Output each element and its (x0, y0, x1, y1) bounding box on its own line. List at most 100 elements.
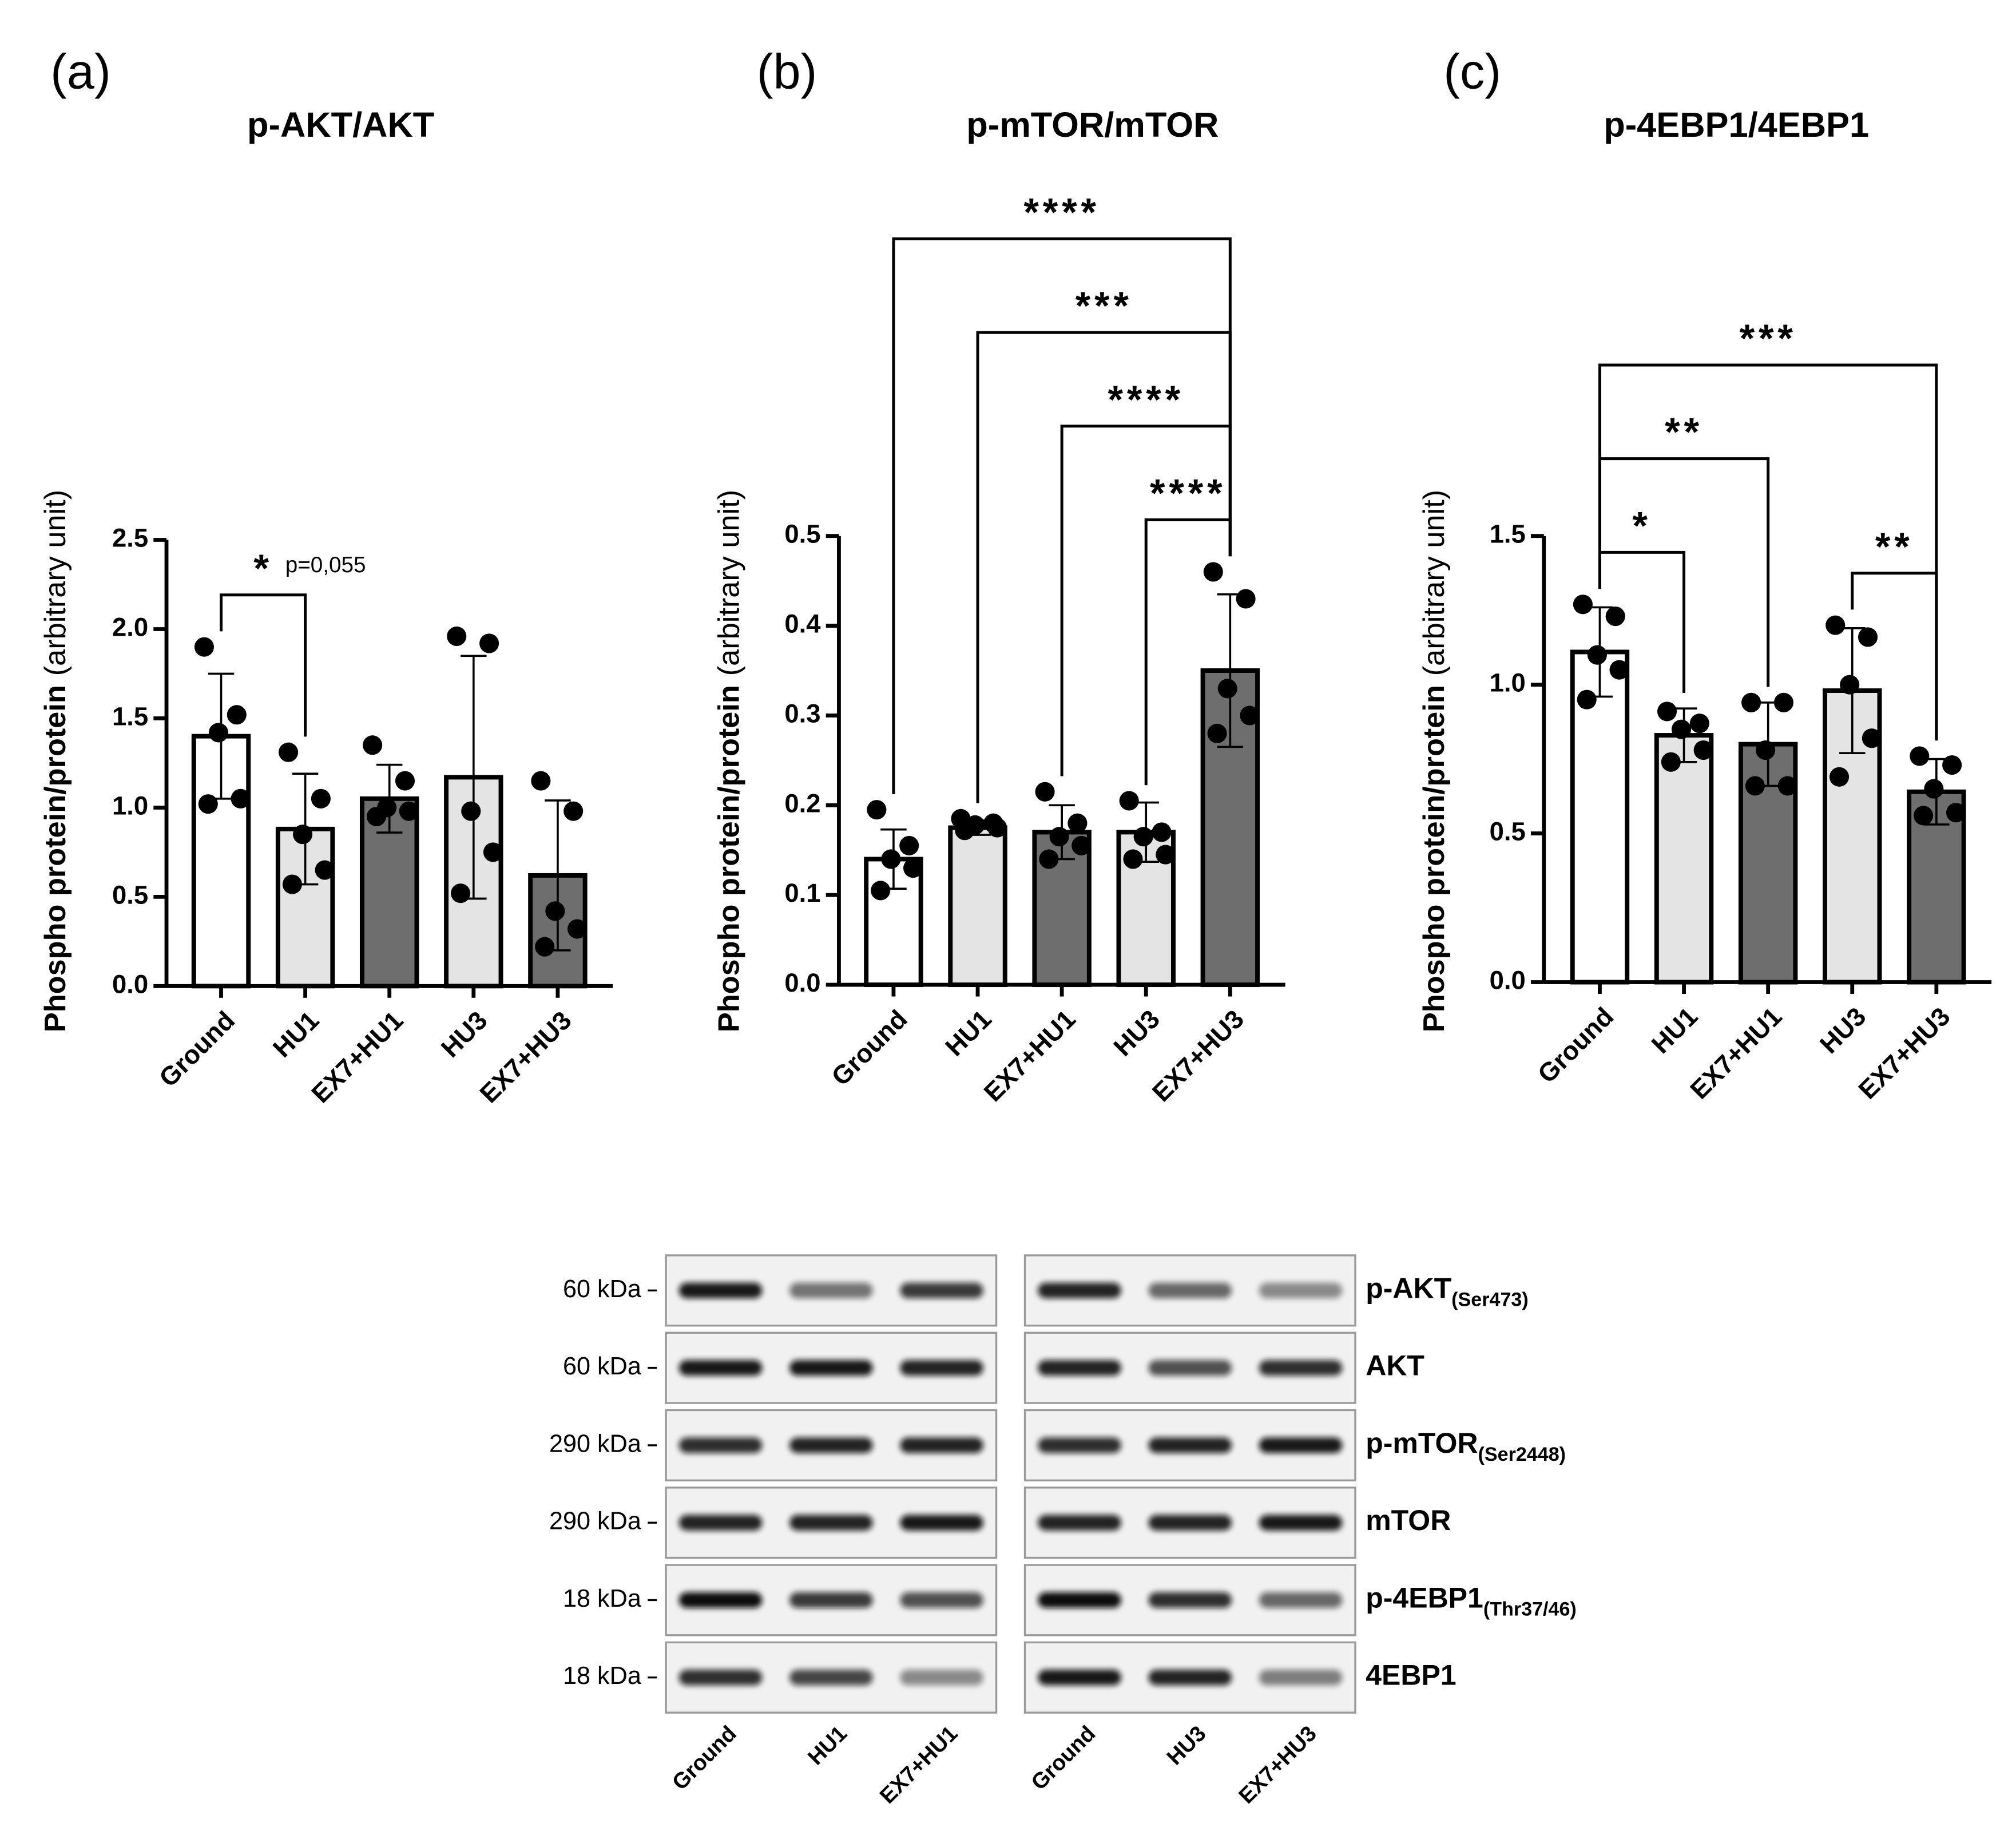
data-point (1862, 728, 1882, 748)
protein-label: 4EBP1 (1366, 1659, 1456, 1691)
protein-label: AKT (1366, 1350, 1424, 1382)
data-point (366, 806, 387, 827)
data-point (1609, 660, 1629, 680)
protein-label: p-4EBP1(Thr37/46) (1366, 1582, 1577, 1620)
y-tick-label: 0.1 (784, 878, 820, 907)
lane-label: Ground (1026, 1721, 1100, 1795)
data-point (1049, 827, 1069, 847)
marker-label: 18 kDa (563, 1662, 642, 1690)
data-point (395, 771, 415, 791)
blot-band (1038, 1437, 1121, 1453)
bar (864, 857, 923, 988)
data-point (1825, 615, 1846, 635)
significance-bracket (1598, 363, 1938, 741)
protein-name: AKT (1366, 1350, 1424, 1382)
data-point (1661, 752, 1681, 772)
data-point (1773, 692, 1793, 712)
y-tick-label: 0.5 (1490, 817, 1526, 846)
significance-label: ** (1665, 411, 1703, 454)
data-point (1671, 719, 1692, 739)
lane-label: HU1 (803, 1721, 852, 1770)
data-point (1914, 806, 1934, 826)
y-axis-label-main: Phospho protein/protein (39, 685, 72, 1032)
significance-note: p=0,055 (285, 553, 366, 577)
protein-name: 4EBP1 (1366, 1659, 1456, 1691)
data-point (1217, 679, 1237, 699)
data-point (311, 788, 331, 809)
data-point (871, 881, 891, 901)
y-tick-label: 0.0 (1490, 966, 1526, 995)
data-point (545, 901, 565, 921)
y-tick-label: 2.5 (112, 524, 148, 553)
significance-bracket (892, 237, 1232, 794)
x-tick-label: EX7+HU3 (1146, 1004, 1249, 1107)
data-point (1123, 849, 1143, 869)
significance-label: ** (1875, 525, 1914, 569)
blot-band (1259, 1437, 1343, 1453)
x-tick-label: HU3 (1108, 1004, 1165, 1061)
blot-band (900, 1592, 983, 1608)
blot-band (1148, 1515, 1232, 1531)
data-point (293, 825, 313, 845)
x-tick-label: HU1 (1646, 1002, 1703, 1059)
data-point (198, 794, 218, 814)
data-point (881, 849, 901, 869)
x-tick-label: EX7+HU3 (474, 1005, 577, 1108)
data-point (1573, 595, 1593, 615)
blot-band (1259, 1670, 1343, 1686)
blot-band (1038, 1360, 1121, 1376)
significance-label: *** (1740, 317, 1797, 360)
blot-band (789, 1592, 873, 1608)
protein-name: p-mTOR (1366, 1427, 1478, 1459)
data-point (399, 801, 419, 821)
data-point (535, 937, 555, 957)
x-tick-label: HU3 (1814, 1002, 1871, 1059)
x-tick-label: Ground (826, 1004, 913, 1091)
y-tick-label: 0.5 (112, 880, 148, 909)
blot-band (900, 1515, 983, 1531)
blot-band (1259, 1592, 1343, 1608)
y-axis-label: Phospho protein/protein (arbitrary unit) (713, 490, 746, 1032)
data-point (1072, 835, 1092, 855)
y-tick-label: 0.4 (784, 609, 821, 639)
data-point (282, 874, 302, 894)
protein-label: p-mTOR(Ser2448) (1366, 1427, 1566, 1465)
protein-name: p-AKT (1366, 1273, 1451, 1305)
y-axis-label: Phospho protein/protein (arbitrary unit) (39, 490, 72, 1032)
protein-site: (Ser473) (1451, 1289, 1529, 1311)
blot-band (1148, 1670, 1232, 1686)
data-point (279, 742, 299, 762)
y-tick-label: 0.2 (784, 788, 820, 818)
data-point (1067, 813, 1088, 833)
blot-band (1038, 1515, 1121, 1531)
data-point (1840, 675, 1860, 695)
blot-band (1038, 1670, 1121, 1686)
blot-band (1038, 1282, 1121, 1298)
data-point (1133, 827, 1153, 847)
panel-label: (a) (50, 45, 111, 100)
blot-band (678, 1592, 763, 1608)
significance-bracket (220, 593, 307, 737)
x-tick-label: Ground (1532, 1002, 1619, 1089)
y-tick-label: 0.0 (112, 969, 148, 998)
data-point (1756, 740, 1776, 760)
blot-band (1259, 1360, 1343, 1376)
blot-band (789, 1515, 873, 1531)
data-point (567, 919, 588, 939)
data-point (987, 818, 1007, 838)
lane-label: EX7+HU3 (1234, 1721, 1321, 1809)
data-point (1207, 723, 1227, 743)
y-tick-label: 0.3 (784, 699, 820, 728)
blot-band (678, 1360, 763, 1376)
y-axis-label-main: Phospho protein/protein (1418, 685, 1451, 1032)
blot-band (900, 1670, 983, 1686)
data-point (363, 735, 383, 755)
x-tick-label: EX7+HU1 (1684, 1002, 1787, 1105)
data-point (531, 771, 551, 791)
blot-band (900, 1437, 983, 1453)
bar (948, 825, 1007, 988)
blot-band (1148, 1592, 1232, 1608)
data-point (461, 801, 481, 821)
